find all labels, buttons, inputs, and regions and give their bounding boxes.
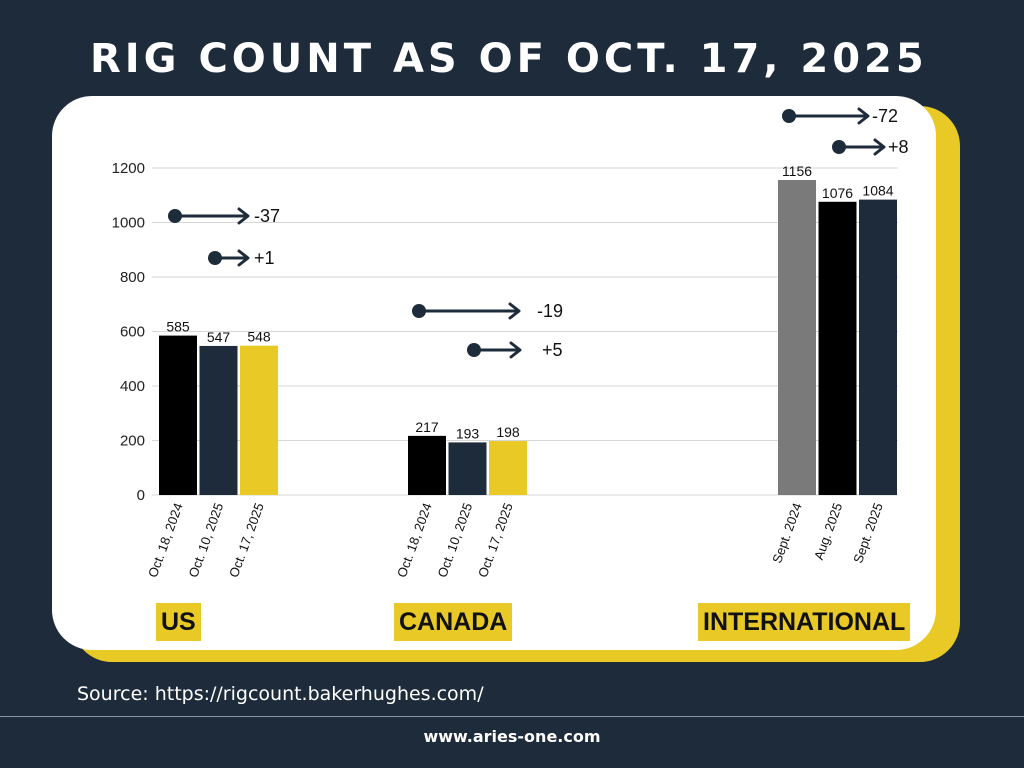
bar-value-label: 217 [415, 419, 439, 435]
change-label: -19 [537, 301, 563, 321]
change-label: +5 [542, 340, 563, 360]
change-arrow-head [873, 138, 886, 156]
bar [408, 435, 446, 495]
footer-url: www.aries-one.com [423, 727, 601, 746]
change-arrow-dot [832, 140, 846, 154]
bar-value-label: 1084 [862, 183, 893, 199]
group-label-us: US [156, 603, 201, 641]
bar [199, 345, 238, 495]
bar-value-label: 198 [496, 424, 520, 440]
change-label: -72 [872, 106, 898, 126]
x-tick-label: Oct. 18, 2024 [394, 501, 435, 579]
bar-value-label: 1076 [822, 185, 853, 201]
y-tick-label: 1000 [112, 215, 145, 232]
bar [159, 335, 197, 495]
x-tick-label: Aug. 2025 [811, 501, 845, 562]
x-tick-label: Oct. 10, 2025 [186, 501, 227, 579]
y-tick-label: 200 [120, 433, 145, 450]
bar-value-label: 548 [247, 329, 271, 345]
change-label: -37 [254, 206, 280, 226]
change-label: +1 [254, 248, 275, 268]
bar [240, 345, 278, 495]
x-tick-label: Sept. 2025 [850, 501, 886, 565]
change-arrow-dot [412, 304, 426, 318]
group-label-international: INTERNATIONAL [698, 603, 911, 641]
footer-divider [0, 716, 1024, 717]
change-arrow-head [508, 302, 521, 320]
x-tick-label: Oct. 17, 2025 [226, 501, 267, 579]
bar-value-label: 193 [456, 425, 480, 441]
y-tick-label: 600 [120, 324, 145, 341]
change-arrow-head [509, 341, 522, 359]
change-arrow-head [237, 249, 250, 267]
group-label-canada: CANADA [394, 603, 513, 641]
bar [818, 201, 857, 496]
page-title: RIG COUNT AS OF OCT. 17, 2025 [90, 36, 928, 82]
change-arrow-dot [208, 251, 222, 265]
y-tick-label: 400 [120, 378, 145, 395]
bar-value-label: 585 [166, 319, 190, 335]
y-tick-label: 800 [120, 269, 145, 286]
change-arrow-dot [467, 343, 481, 357]
bar [859, 199, 897, 496]
change-arrow-head [237, 207, 250, 225]
bar [448, 442, 487, 495]
change-arrow-dot [782, 109, 796, 123]
change-arrow-head [857, 107, 870, 125]
x-tick-label: Oct. 17, 2025 [475, 501, 516, 579]
change-label: +8 [888, 137, 909, 157]
y-tick-label: 0 [137, 487, 145, 504]
bar-value-label: 547 [207, 329, 231, 345]
bar-value-label: 1156 [782, 163, 812, 179]
x-tick-label: Sept. 2024 [769, 501, 805, 565]
bar [489, 441, 527, 495]
y-tick-label: 1200 [112, 160, 145, 177]
x-tick-label: Oct. 18, 2024 [145, 501, 186, 579]
change-arrow-dot [168, 209, 182, 223]
x-tick-label: Oct. 10, 2025 [435, 501, 476, 579]
bar [778, 179, 816, 496]
source-note: Source: https://rigcount.bakerhughes.com… [77, 683, 484, 705]
